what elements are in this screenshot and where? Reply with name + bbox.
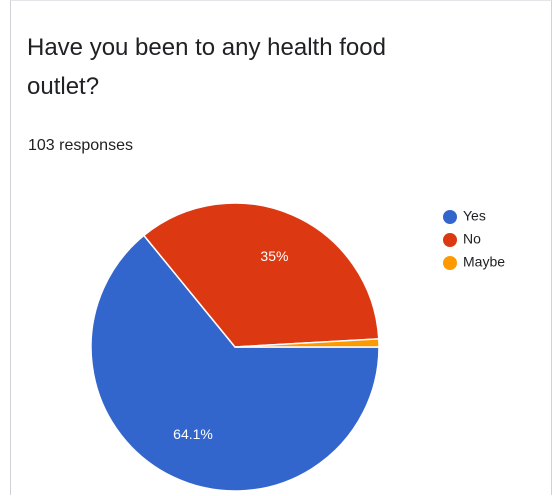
pie-chart: 64.1% 35% Yes No Maybe (90, 202, 505, 492)
legend-label-yes: Yes (463, 208, 486, 224)
question-title: Have you been to any health food outlet? (27, 34, 386, 100)
legend-swatch-maybe (443, 256, 457, 270)
data-label-no: 35% (260, 248, 288, 264)
data-label-yes: 64.1% (173, 426, 213, 442)
legend-swatch-no (443, 233, 457, 247)
pie-slice-yes (90, 234, 380, 492)
pie-slice-maybe (234, 338, 380, 348)
question-card: Have you been to any health food outlet?… (10, 0, 552, 495)
pie-data-labels: 64.1% 35% (173, 248, 288, 442)
response-count: 103 responses (28, 137, 133, 154)
pie-slices (90, 202, 380, 492)
chart-legend: Yes No Maybe (443, 208, 505, 270)
legend-label-no: No (463, 231, 481, 247)
legend-swatch-yes (443, 210, 457, 224)
legend-label-maybe: Maybe (463, 254, 505, 270)
pie-slice-no (142, 202, 380, 348)
